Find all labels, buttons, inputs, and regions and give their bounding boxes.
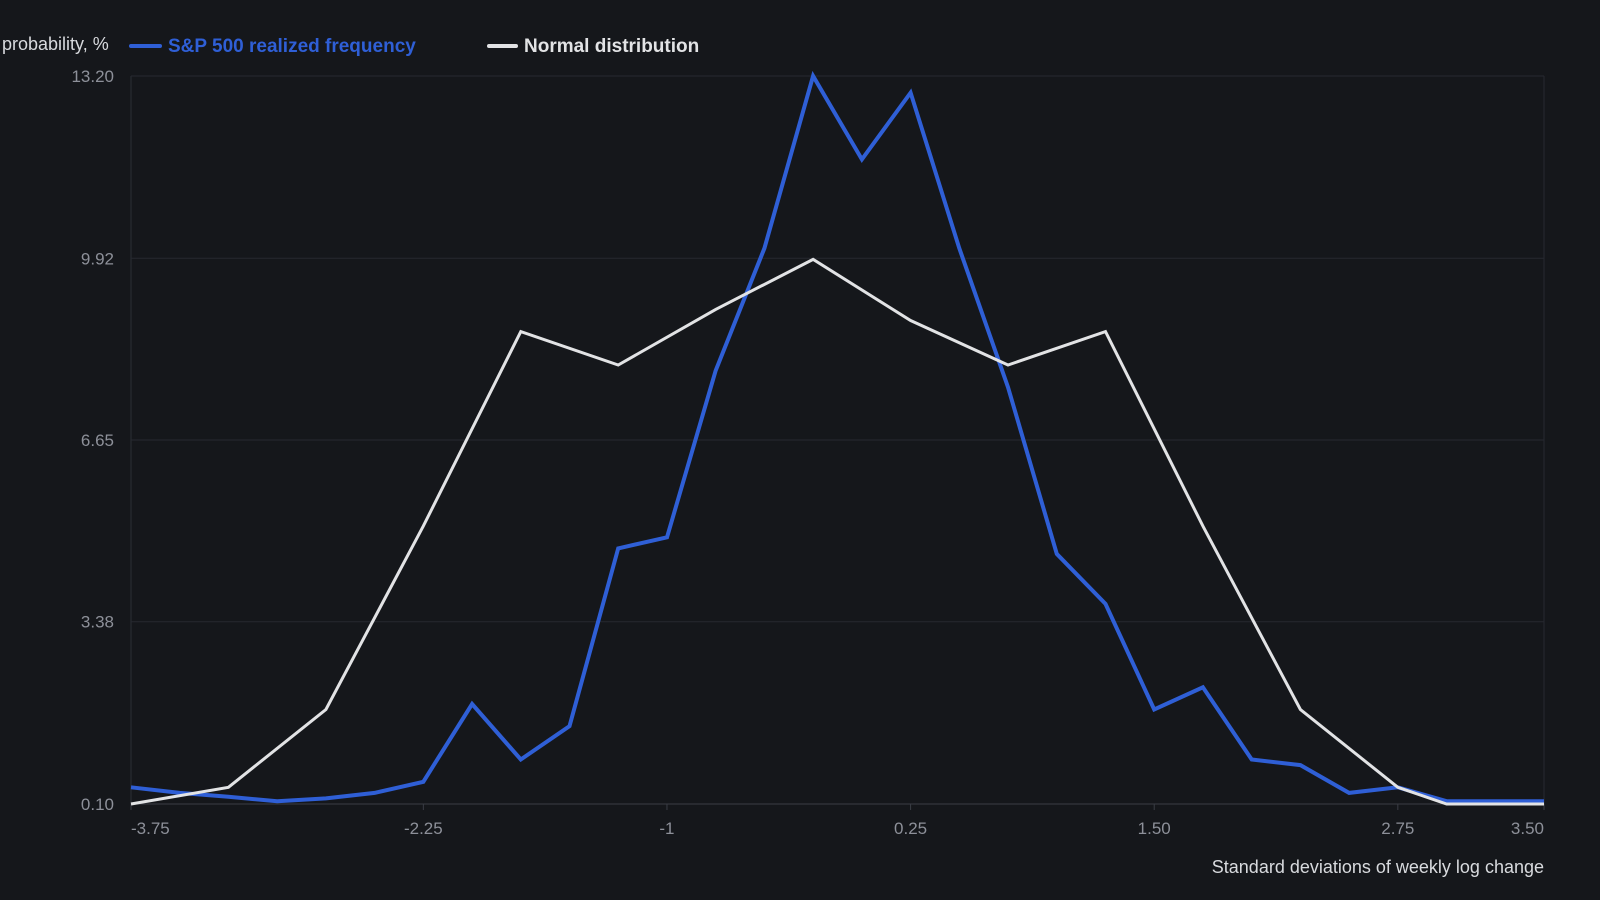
x-tick-label: -2.25 xyxy=(404,819,443,838)
legend-label-normal: Normal distribution xyxy=(524,36,699,57)
x-tick-label: 2.75 xyxy=(1381,819,1414,838)
grid-layer xyxy=(130,75,1545,805)
x-tick-label: -3.75 xyxy=(131,819,170,838)
y-tick-label: 13.20 xyxy=(71,67,114,86)
x-tick-label: 3.50 xyxy=(1511,819,1544,838)
series-line-normal[interactable] xyxy=(130,257,1544,806)
y-axis-title: probability, % xyxy=(2,34,109,54)
y-tick-label: 0.10 xyxy=(81,795,114,814)
y-tick-label: 6.65 xyxy=(81,431,114,450)
y-tick-label: 9.92 xyxy=(81,249,114,268)
legend-label-realized: S&P 500 realized frequency xyxy=(168,36,416,57)
legend: S&P 500 realized frequency Normal distri… xyxy=(129,36,699,57)
axis-layer: 0.10 3.38 6.65 9.92 13.20 -3.75 -2.25 -1 0.25 1.5… xyxy=(71,67,1545,838)
x-axis-title: Standard deviations of weekly log change xyxy=(1212,857,1544,877)
x-tick-label: 1.50 xyxy=(1138,819,1171,838)
legend-item-normal[interactable]: Normal distribution xyxy=(487,36,699,57)
x-tick-label: -1 xyxy=(659,819,674,838)
series-line-realized[interactable] xyxy=(130,70,1544,804)
series-layer xyxy=(130,70,1544,806)
x-tick-label: 0.25 xyxy=(894,819,927,838)
legend-item-realized[interactable]: S&P 500 realized frequency xyxy=(129,36,416,57)
y-tick-label: 3.38 xyxy=(81,613,114,632)
